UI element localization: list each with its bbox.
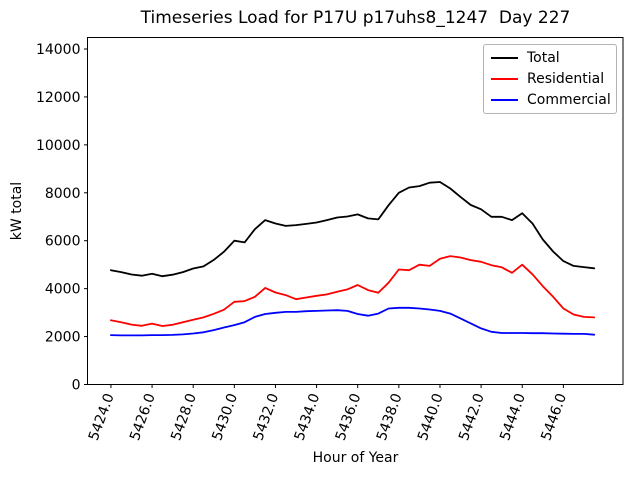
x-tick-label: 5424.0 [86, 391, 118, 443]
y-tick-label: 10000 [36, 138, 81, 154]
x-tick-label: 5436.0 [333, 391, 365, 443]
x-tick-label: 5426.0 [127, 391, 159, 443]
x-tick-label: 5444.0 [497, 391, 529, 443]
y-tick-label: 0 [72, 378, 81, 394]
y-tick-label: 12000 [36, 90, 81, 106]
series-line-total [110, 181, 596, 278]
total-line-swatch [491, 57, 518, 59]
legend-label-total: Total [527, 50, 560, 66]
y-tick-label: 6000 [45, 234, 81, 250]
legend-label-commercial: Commercial [527, 92, 611, 108]
legend-item-residential: Residential [491, 71, 608, 87]
series-line-commercial [110, 306, 596, 337]
x-axis-label: Hour of Year [312, 450, 399, 466]
legend: Total Residential Commercial [483, 44, 617, 114]
legend-label-residential: Residential [527, 71, 605, 87]
y-axis-label: kW total [9, 181, 25, 241]
x-tick-label: 5442.0 [456, 391, 488, 443]
y-tick-label: 4000 [45, 282, 81, 298]
chart-title: Timeseries Load for P17U p17uhs8_1247 Da… [140, 8, 571, 28]
x-tick-label: 5438.0 [374, 391, 406, 443]
y-tick-label: 8000 [45, 186, 81, 202]
x-tick-label: 5440.0 [415, 391, 447, 443]
series-line-residential [110, 255, 596, 327]
y-tick-label: 14000 [36, 42, 81, 58]
x-tick-label: 5430.0 [209, 391, 241, 443]
x-tick-label: 5428.0 [168, 391, 200, 443]
x-tick-label: 5434.0 [292, 391, 324, 443]
residential-line-swatch [491, 78, 518, 80]
x-tick-label: 5432.0 [250, 391, 282, 443]
y-tick-label: 2000 [45, 330, 81, 346]
axes-frame [87, 37, 624, 385]
x-tick-label: 5446.0 [538, 391, 570, 443]
legend-item-commercial: Commercial [491, 92, 611, 108]
legend-item-total: Total [491, 50, 608, 66]
commercial-line-swatch [491, 99, 518, 101]
